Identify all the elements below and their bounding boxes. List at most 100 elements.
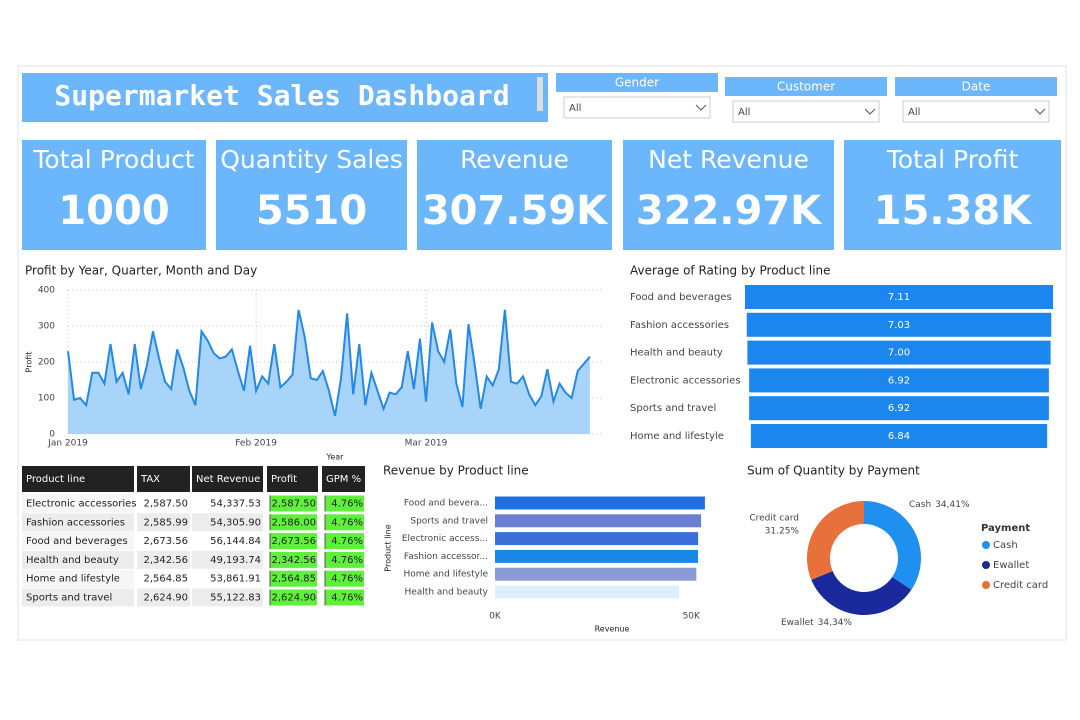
kpi-card [844,140,1061,250]
cell: 4.76% [331,517,363,528]
funnel-bar [747,340,1051,365]
row-bg [192,588,263,607]
data-label: 7.00 [888,348,910,359]
cell: Fashion accessories [26,517,125,528]
y-tick-label: 200 [38,358,55,368]
kpi-value: 5510 [256,188,367,234]
category-label: Sports and travel [630,403,716,414]
data-label: 6.92 [888,403,910,414]
row-bg [137,588,190,607]
y-axis-label: Product line [384,524,393,571]
cell: 4.76% [331,536,363,547]
cell: 2,585.99 [143,517,188,528]
row-bg [22,588,134,607]
x-tick-label: Jan 2019 [47,439,88,449]
cell: 4.76% [331,555,363,566]
legend-swatch [982,541,990,549]
kpi-value: 1000 [58,188,169,234]
funnel-bar [749,396,1049,421]
cell: 49,193.74 [210,555,261,566]
slicer-dropdown[interactable] [732,100,880,123]
bar [495,549,699,563]
area [68,309,590,434]
highlight-cell [325,589,364,606]
row-bg [22,494,134,513]
label-category: Credit card [749,514,799,524]
x-tick-label: 0K [489,612,502,622]
y-tick-label: 0 [49,430,55,440]
bar [495,514,702,528]
cell: 2,586.00 [271,517,316,528]
cell: 54,337.53 [210,499,261,510]
highlight-cell [325,533,364,550]
chevron [695,104,707,111]
legend-label: Cash [993,540,1018,551]
category-label: Fashion accessor... [404,552,488,562]
cell: 4.76% [331,593,363,604]
category-label: Food and beverages [630,292,732,303]
kpi-label: Total Product [32,145,194,174]
row-bg [192,550,263,569]
slicer-label: Date [962,80,991,94]
label-category: Cash [909,500,931,510]
kpi-label: Total Profit [886,145,1019,174]
category-label: Fashion accessories [630,320,729,331]
cell: 2,342.56 [143,555,188,566]
title-box [22,73,548,122]
slicer-dropdown[interactable] [902,100,1050,123]
kpi-value: 15.38K [874,188,1034,234]
legend-swatch [982,561,990,569]
cell: Home and lifestyle [26,574,120,585]
chart-title: Average of Rating by Product line [630,264,831,278]
row-bg [137,550,190,569]
dashboard-title: Supermarket Sales Dashboard [54,79,509,112]
kpi-card [623,140,834,250]
highlight-cell [325,570,364,587]
slicer-value: All [908,107,920,118]
x-tick-label: Mar 2019 [405,439,448,449]
kpi-value: 322.97K [636,188,823,234]
y-axis-label: Profit [25,352,34,373]
data-label: Cash 34,41% [909,500,970,510]
chart-title: Profit by Year, Quarter, Month and Day [25,264,257,278]
cell: 2,673.56 [143,536,188,547]
chevron [864,108,876,115]
highlight-cell [270,533,317,550]
x-axis-label: Revenue [595,625,630,634]
highlight-cell [270,570,317,587]
slice [864,501,921,590]
header-cell [192,466,263,492]
cell: 56,144.84 [210,536,261,547]
label-value: 34,34% [818,618,853,628]
cell: 53,861.91 [210,574,261,585]
slice [807,501,864,580]
data-label: 6.84 [888,431,910,442]
cell: 2,587.50 [143,499,188,510]
kpi-card [216,140,407,250]
slicer-dropdown[interactable] [563,96,711,119]
highlight-cell [270,514,317,531]
data-label: 7.11 [888,292,910,303]
category-label: Home and lifestyle [403,570,488,580]
cell: 2,624.90 [271,593,316,604]
legend-label: Credit card [993,580,1048,591]
slicer-header [895,77,1057,96]
slicer-label: Customer [777,80,835,94]
header-cell [137,466,190,492]
kpi-label: Revenue [460,145,569,174]
category-label: Health and beauty [404,588,488,598]
header-label: GPM % [326,474,361,485]
highlight-cell [270,589,317,606]
legend-swatch [982,581,990,589]
kpi-card [22,140,206,250]
bar [495,567,697,581]
slicer-header [556,73,718,92]
cell: 54,305.90 [210,517,261,528]
header-cell [22,466,134,492]
bar [495,585,679,599]
cell: Health and beauty [26,555,119,566]
highlight-cell [325,551,364,568]
row-bg [22,513,134,532]
